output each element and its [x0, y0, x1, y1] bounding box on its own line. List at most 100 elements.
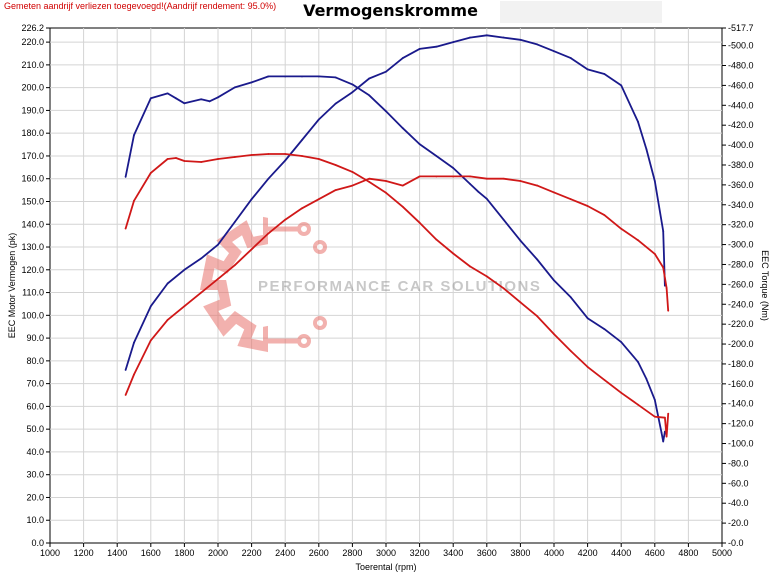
data-point: [351, 184, 354, 187]
data-point: [663, 416, 666, 419]
data-point: [662, 230, 665, 232]
data-point: [418, 143, 421, 145]
data-point: [418, 175, 421, 178]
data-point: [267, 75, 270, 78]
y-left-tick-label: 190.0: [21, 105, 44, 115]
x-tick-label: 3200: [410, 548, 430, 558]
data-point: [620, 227, 623, 230]
data-point: [536, 258, 539, 261]
y-left-tick-label: 180.0: [21, 128, 44, 138]
data-point: [200, 257, 203, 260]
data-point: [166, 282, 169, 285]
data-point: [368, 77, 371, 80]
data-point: [653, 398, 656, 401]
y-right-tick-label: -140.0: [728, 399, 754, 409]
data-point: [603, 328, 606, 331]
data-point: [665, 435, 668, 438]
y-right-tick-label: -480.0: [728, 61, 754, 71]
data-point: [502, 36, 505, 39]
y-left-axis-label: EEC Motor Vermogen (pk): [7, 233, 17, 339]
y-right-tick-label: -300.0: [728, 240, 754, 250]
data-point: [637, 403, 639, 406]
circuit-node: [313, 316, 327, 330]
data-point: [301, 139, 303, 141]
data-point: [267, 232, 270, 235]
y-left-tick-label: 110.0: [22, 288, 44, 298]
y-right-tick-label: -500.0: [728, 41, 754, 51]
x-tick-label: 2000: [208, 548, 228, 558]
x-tick-label: 3000: [376, 548, 396, 558]
y-right-tick-label: -200.0: [728, 339, 754, 349]
y-right-tick-label: -160.0: [728, 379, 754, 389]
y-right-tick-label: -460.0: [728, 80, 754, 90]
y-left-tick-label: 150.0: [21, 196, 44, 206]
x-tick-label: 2200: [242, 548, 262, 558]
chart-title: Vermogenskromme: [303, 1, 478, 20]
data-point: [620, 341, 623, 343]
data-point: [667, 309, 670, 312]
y-left-tick-label: 140.0: [21, 219, 44, 229]
data-point: [233, 221, 236, 223]
data-point: [418, 48, 421, 50]
data-point: [435, 175, 438, 178]
data-point: [284, 75, 287, 78]
data-point: [569, 350, 572, 352]
data-point: [660, 431, 663, 434]
series-line-blue-left: [124, 34, 666, 371]
data-point: [662, 440, 665, 443]
data-point: [569, 296, 572, 299]
data-point: [284, 218, 287, 221]
data-point: [208, 100, 211, 103]
data-point: [519, 38, 522, 41]
data-point: [368, 180, 371, 183]
y-right-tick-label: -20.0: [728, 518, 749, 528]
data-point: [317, 75, 320, 78]
data-point: [569, 57, 572, 59]
data-point: [665, 287, 668, 289]
circuit-node: [313, 240, 327, 254]
y-right-tick-label: -120.0: [728, 419, 754, 429]
data-point: [133, 199, 135, 202]
y-left-tick-label: 30.0: [26, 470, 44, 480]
y-left-tick-label: 160.0: [21, 174, 44, 184]
data-point: [667, 412, 670, 415]
data-point: [435, 238, 438, 241]
y-right-tick-label: -360.0: [728, 180, 754, 190]
y-left-tick-label: 170.0: [21, 151, 44, 161]
data-point: [317, 118, 320, 121]
data-point: [569, 198, 572, 201]
y-left-tick-label: 200.0: [21, 83, 44, 93]
data-point: [553, 191, 555, 194]
data-point: [301, 75, 303, 78]
y-right-tick-label: -320.0: [728, 220, 754, 230]
data-point: [401, 127, 404, 130]
y-right-axis-ticks: -0.0 -20.0 -40.0 -60.0 -80.0 -100.0 -120.0 -140…: [722, 23, 754, 548]
data-point: [637, 120, 639, 123]
data-point: [603, 378, 606, 381]
x-tick-label: 3600: [477, 548, 497, 558]
data-point: [250, 81, 253, 84]
data-point: [233, 86, 236, 89]
data-point: [133, 373, 135, 376]
y-left-tick-label: 100.0: [21, 310, 44, 320]
y-right-tick-label: -100.0: [728, 439, 754, 449]
x-tick-label: 4200: [578, 548, 598, 558]
data-point: [418, 221, 421, 224]
data-point: [385, 180, 387, 182]
data-point: [586, 366, 589, 368]
data-point: [175, 157, 177, 159]
data-point: [267, 153, 270, 155]
data-point: [301, 155, 303, 157]
y-right-tick-label: -80.0: [728, 458, 749, 468]
data-point: [536, 184, 539, 187]
y-right-tick-label: -240.0: [728, 299, 754, 309]
y-right-tick-label: -280.0: [728, 259, 754, 269]
data-point: [653, 415, 656, 418]
title-box: [500, 1, 662, 23]
data-point: [469, 36, 471, 39]
y-right-tick-label: -60.0: [728, 478, 749, 488]
data-point: [452, 167, 455, 169]
data-point: [485, 275, 488, 278]
circuit-node: [297, 334, 311, 348]
